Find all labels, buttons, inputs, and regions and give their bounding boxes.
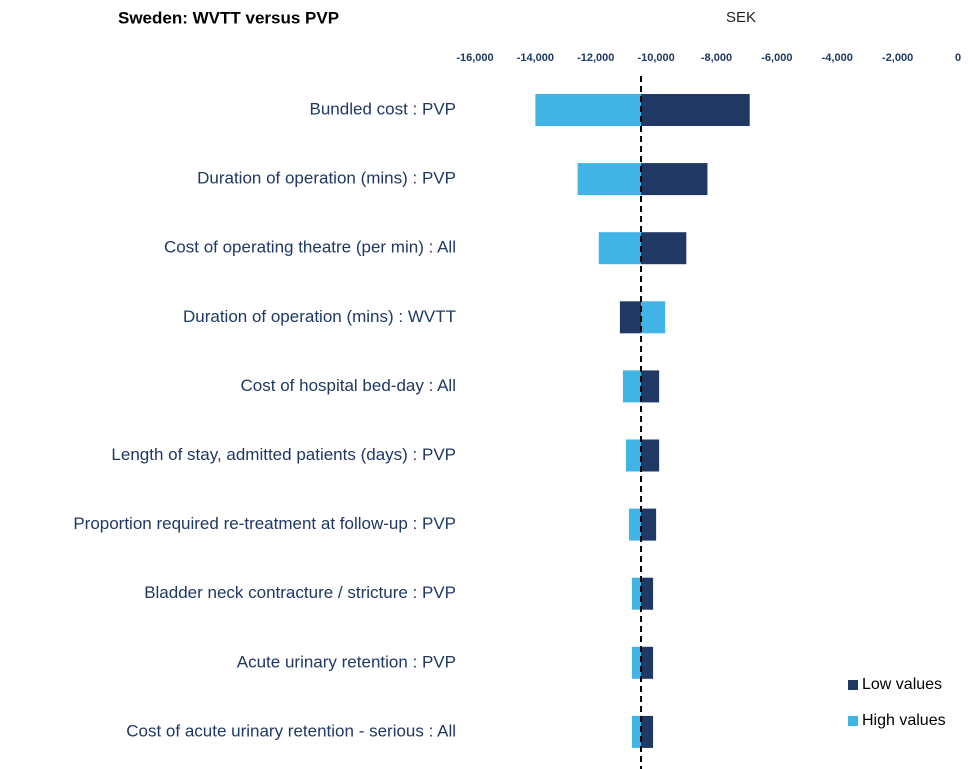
x-tick-label: -12,000 (577, 52, 614, 64)
x-tick-label: 0 (955, 52, 961, 64)
legend-swatch (848, 680, 858, 690)
bar (631, 577, 642, 610)
category-label: Cost of operating theatre (per min) : Al… (164, 238, 456, 257)
bar (622, 370, 642, 403)
legend-label: High values (862, 712, 946, 729)
axis-label: SEK (726, 9, 756, 26)
chart-title: Sweden: WVTT versus PVP (118, 8, 339, 27)
bar (641, 94, 750, 126)
category-label: Duration of operation (mins) : PVP (197, 169, 456, 188)
category-label: Cost of acute urinary retention - seriou… (126, 721, 456, 740)
category-label: Cost of hospital bed-day : All (241, 376, 456, 395)
bar (641, 577, 654, 610)
bar (641, 646, 654, 679)
bar (625, 439, 642, 472)
bar (577, 163, 642, 196)
x-tick-label: -2,000 (882, 52, 913, 64)
bar (641, 163, 708, 196)
category-label: Bundled cost : PVP (310, 99, 456, 118)
bar (641, 508, 657, 541)
x-tick-label: -4,000 (822, 52, 853, 64)
category-label: Acute urinary retention : PVP (237, 652, 456, 671)
bar (641, 439, 660, 472)
x-tick-label: -6,000 (761, 52, 792, 64)
bar (641, 232, 687, 265)
category-label: Proportion required re-treatment at foll… (73, 514, 456, 533)
bar (598, 232, 642, 265)
bar (631, 715, 642, 748)
legend-swatch (848, 716, 858, 726)
bar (535, 94, 642, 126)
category-label: Bladder neck contracture / stricture : P… (144, 583, 456, 602)
x-tick-label: -14,000 (517, 52, 554, 64)
bar (641, 370, 660, 403)
bar (628, 508, 642, 541)
bar (631, 646, 642, 679)
legend-label: Low values (862, 676, 942, 693)
bar (619, 301, 642, 334)
bar (641, 715, 654, 748)
x-tick-label: -10,000 (637, 52, 674, 64)
x-tick-label: -8,000 (701, 52, 732, 64)
bar (641, 301, 666, 334)
x-tick-label: -16,000 (456, 52, 493, 64)
category-label: Length of stay, admitted patients (days)… (111, 445, 456, 464)
category-label: Duration of operation (mins) : WVTT (183, 307, 456, 326)
